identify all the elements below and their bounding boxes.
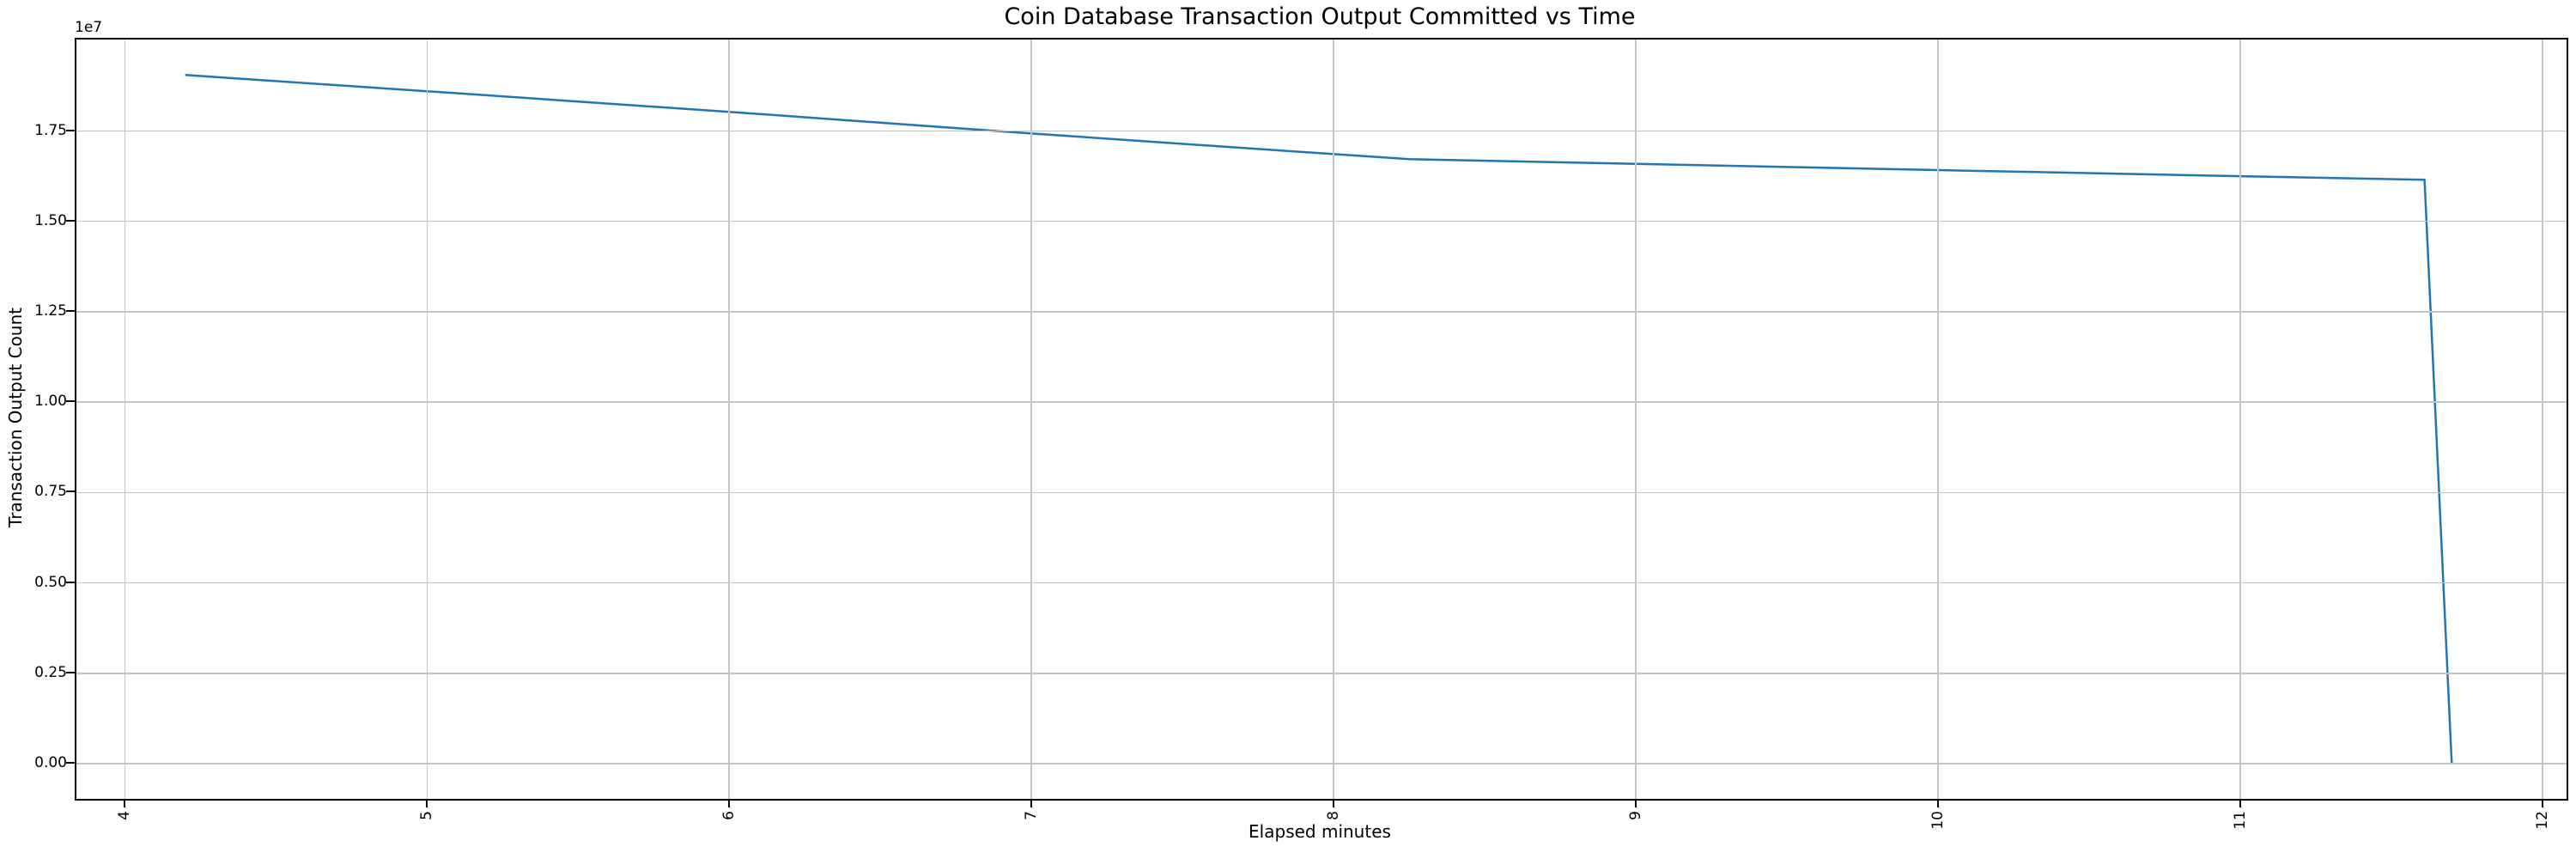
x-axis-label: Elapsed minutes [1249, 821, 1391, 842]
x-tick-label: 6 [720, 811, 738, 820]
y-tick-mark [66, 309, 75, 312]
x-gridline [1333, 40, 1334, 799]
chart-title: Coin Database Transaction Output Committ… [1004, 3, 1636, 30]
x-tick-label: 8 [1325, 811, 1343, 820]
x-gridline [124, 40, 126, 799]
x-tick-mark [2239, 799, 2241, 807]
x-gridline [2542, 40, 2543, 799]
x-tick-mark [1030, 799, 1033, 807]
y-tick-mark [66, 762, 75, 765]
y-gridline [76, 491, 2567, 494]
x-tick-label: 7 [1023, 811, 1041, 820]
x-gridline [1635, 40, 1637, 799]
y-gridline [76, 130, 2567, 132]
y-gridline [76, 401, 2567, 403]
x-tick-label: 11 [2231, 811, 2249, 830]
x-tick-mark [728, 799, 731, 807]
y-gridline [76, 763, 2567, 765]
x-gridline [728, 40, 730, 799]
x-tick-label: 10 [1929, 811, 1947, 830]
x-tick-mark [124, 799, 126, 807]
x-tick-label: 9 [1627, 811, 1645, 820]
x-tick-label: 12 [2533, 811, 2551, 830]
data-line [185, 74, 2453, 765]
x-tick-mark [2541, 799, 2543, 807]
x-gridline [1937, 40, 1939, 799]
y-tick-mark [66, 490, 75, 493]
y-gridline [76, 220, 2567, 222]
y-tick-label: 0.50 [34, 573, 67, 591]
x-tick-label: 5 [418, 811, 436, 820]
y-axis-offset-label: 1e7 [75, 19, 103, 36]
y-tick-label: 1.50 [34, 211, 67, 229]
x-tick-mark [1936, 799, 1939, 807]
y-tick-mark [66, 219, 75, 222]
y-tick-mark [66, 129, 75, 131]
y-tick-label: 1.00 [34, 393, 67, 411]
y-tick-label: 1.25 [34, 302, 67, 320]
y-tick-mark [66, 671, 75, 673]
y-tick-label: 1.75 [34, 121, 67, 139]
x-tick-mark [1635, 799, 1637, 807]
y-tick-label: 0.25 [34, 663, 67, 681]
y-gridline [76, 582, 2567, 584]
y-tick-mark [66, 581, 75, 583]
x-tick-label: 4 [116, 811, 134, 820]
y-tick-label: 0.75 [34, 483, 67, 501]
line-series-svg [185, 74, 2453, 765]
y-gridline [76, 311, 2567, 313]
y-tick-label: 0.00 [34, 754, 67, 772]
x-gridline [426, 40, 428, 799]
y-tick-mark [66, 400, 75, 403]
plot-area [75, 38, 2568, 801]
y-gridline [76, 673, 2567, 674]
x-gridline [2239, 40, 2241, 799]
x-tick-mark [426, 799, 428, 807]
x-tick-mark [1333, 799, 1335, 807]
x-gridline [1030, 40, 1032, 799]
